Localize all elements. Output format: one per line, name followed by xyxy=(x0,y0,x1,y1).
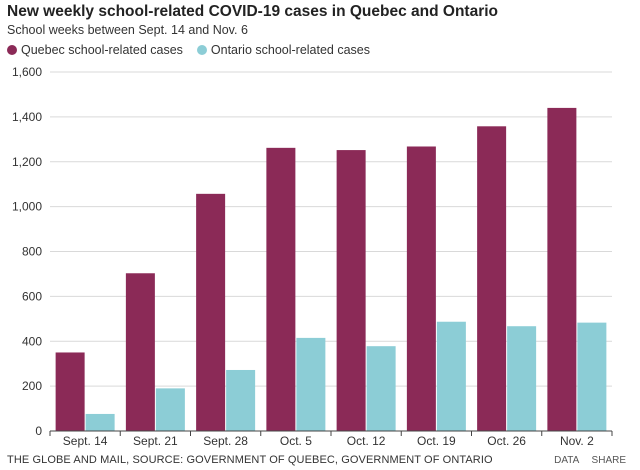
bar-quebec xyxy=(547,107,577,432)
bar-quebec xyxy=(55,352,85,431)
y-tick-label: 200 xyxy=(22,379,42,393)
legend: Quebec school-related cases Ontario scho… xyxy=(7,42,384,58)
y-tick-label: 400 xyxy=(22,334,42,348)
legend-item-quebec[interactable]: Quebec school-related cases xyxy=(7,43,183,57)
y-tick-label: 0 xyxy=(35,424,42,438)
y-tick-label: 800 xyxy=(22,245,42,259)
legend-swatch-quebec xyxy=(7,45,17,55)
bar-ontario xyxy=(436,321,466,431)
bar-ontario xyxy=(226,369,256,431)
legend-label-ontario: Ontario school-related cases xyxy=(210,43,371,57)
x-tick-label: Oct. 19 xyxy=(417,434,456,448)
legend-item-ontario[interactable]: Ontario school-related cases xyxy=(196,43,371,57)
bar-ontario xyxy=(85,413,115,431)
y-tick-label: 600 xyxy=(22,289,42,303)
x-tick-label: Sept. 21 xyxy=(133,434,178,448)
chart-title: New weekly school-related COVID-19 cases… xyxy=(7,3,498,20)
bar-quebec xyxy=(336,150,366,431)
bar-ontario xyxy=(507,326,537,431)
bar-quebec xyxy=(196,193,226,431)
y-tick-label: 1,400 xyxy=(12,110,42,124)
y-tick-label: 1,200 xyxy=(12,155,42,169)
legend-label-quebec: Quebec school-related cases xyxy=(21,43,183,57)
bar-ontario xyxy=(577,322,607,431)
x-tick-label: Sept. 28 xyxy=(203,434,248,448)
bar-ontario xyxy=(155,388,185,431)
chart-tools: DATA SHARE xyxy=(544,455,626,466)
bar-ontario xyxy=(296,337,326,431)
bar-quebec xyxy=(406,146,436,431)
chart-subtitle: School weeks between Sept. 14 and Nov. 6 xyxy=(7,23,248,37)
bar-quebec xyxy=(477,126,507,431)
y-tick-label: 1,600 xyxy=(12,65,42,79)
x-tick-label: Oct. 12 xyxy=(347,434,386,448)
x-tick-label: Sept. 14 xyxy=(63,434,108,448)
bar-quebec xyxy=(266,147,296,431)
data-button[interactable]: DATA xyxy=(554,455,579,466)
legend-swatch-ontario xyxy=(196,45,207,55)
x-tick-label: Oct. 26 xyxy=(487,434,526,448)
x-tick-label: Oct. 5 xyxy=(280,434,312,448)
y-tick-label: 1,000 xyxy=(12,200,42,214)
bar-quebec xyxy=(125,273,155,431)
bar-ontario xyxy=(366,346,396,431)
source-note: THE GLOBE AND MAIL, SOURCE: GOVERNMENT O… xyxy=(7,454,493,466)
share-button[interactable]: SHARE xyxy=(591,455,626,466)
x-tick-label: Nov. 2 xyxy=(560,434,594,448)
